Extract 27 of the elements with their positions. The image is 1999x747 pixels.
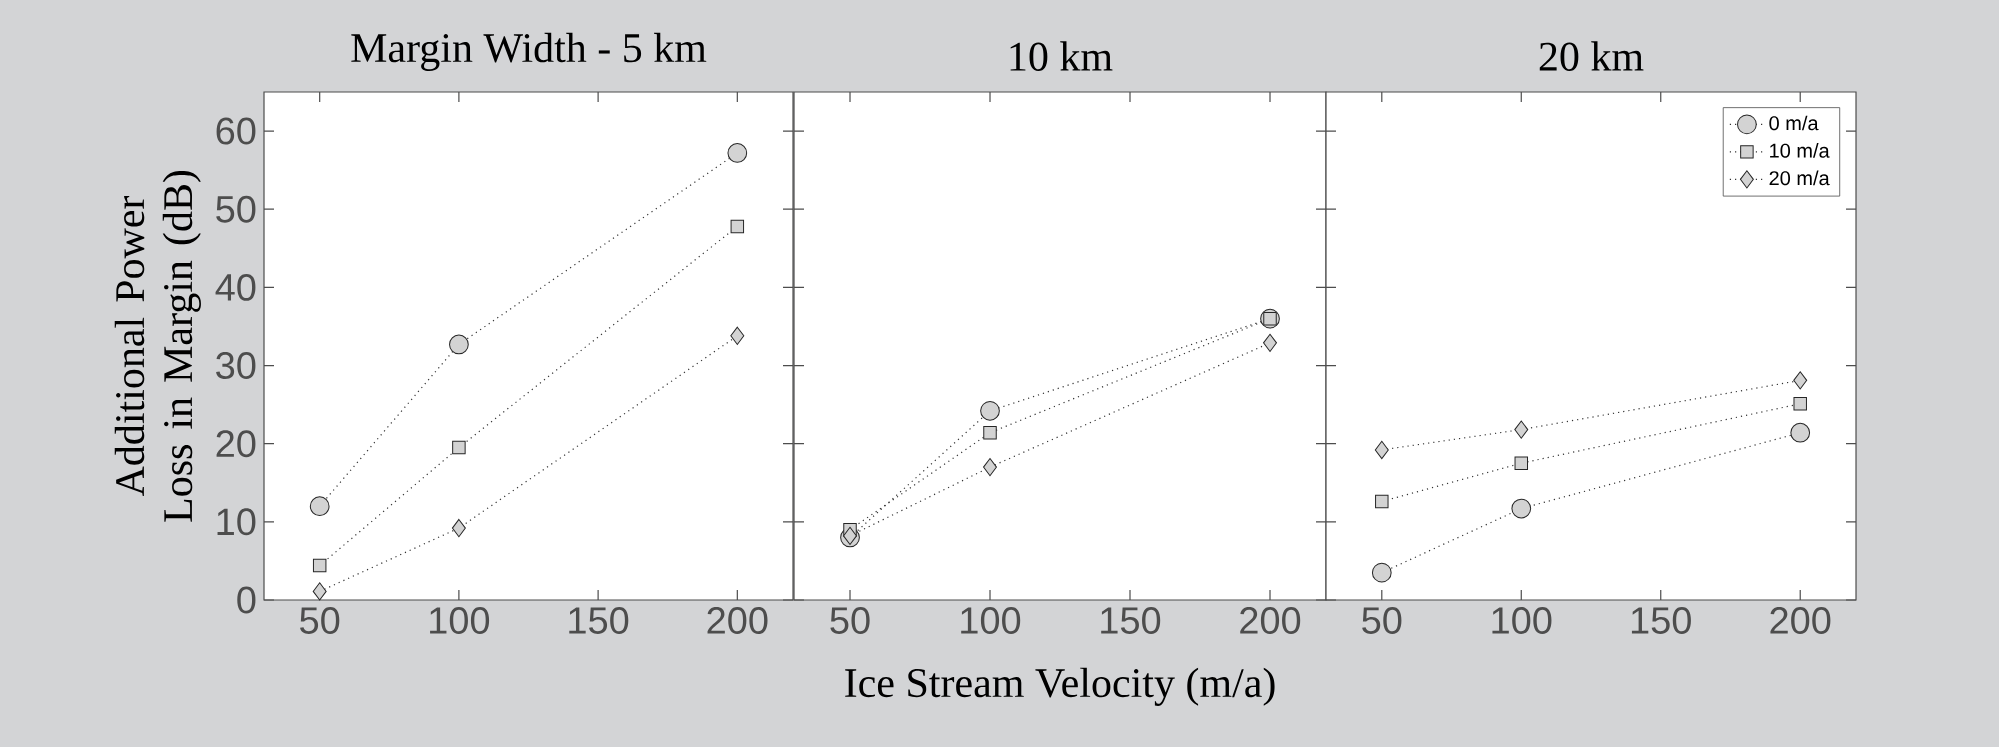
chart-title: 20 km xyxy=(1539,41,1644,71)
y-tick-label: 20 xyxy=(216,430,256,458)
chart-title: 10 km xyxy=(1010,41,1113,71)
y-tick-label: 30 xyxy=(216,352,256,379)
x-tick-label: 100 xyxy=(430,607,490,634)
x-tick-label: 200 xyxy=(1770,607,1831,634)
x-tick-label: 50 xyxy=(1362,607,1402,634)
x-tick-label: 150 xyxy=(569,607,629,634)
x-tick-label: 100 xyxy=(1492,607,1552,634)
legend-label: 20 m/a xyxy=(1769,170,1830,186)
x-axis-title: Ice Stream Velocity (m/a) xyxy=(845,667,1275,706)
x-tick-label: 50 xyxy=(830,607,870,634)
y-tick-label: 40 xyxy=(215,273,256,301)
chart-title: Margin Width - 5 km xyxy=(351,32,707,71)
x-tick-label: 150 xyxy=(1101,607,1161,634)
legend-label: 0 m/a xyxy=(1769,115,1819,131)
y-tick-label: 60 xyxy=(216,117,256,145)
y-axis-title: Additional Power Loss in Margin (dB) xyxy=(114,170,201,522)
x-tick-label: 50 xyxy=(300,607,340,634)
y-tick-label: 50 xyxy=(216,195,256,223)
x-tick-label: 200 xyxy=(1240,607,1301,634)
x-tick-label: 100 xyxy=(961,607,1021,634)
y-tick-label: 0 xyxy=(237,586,256,614)
x-tick-label: 200 xyxy=(707,607,768,634)
x-tick-label: 150 xyxy=(1631,607,1691,634)
legend-label: 10 m/a xyxy=(1770,143,1830,158)
y-tick-label: 10 xyxy=(217,508,256,536)
